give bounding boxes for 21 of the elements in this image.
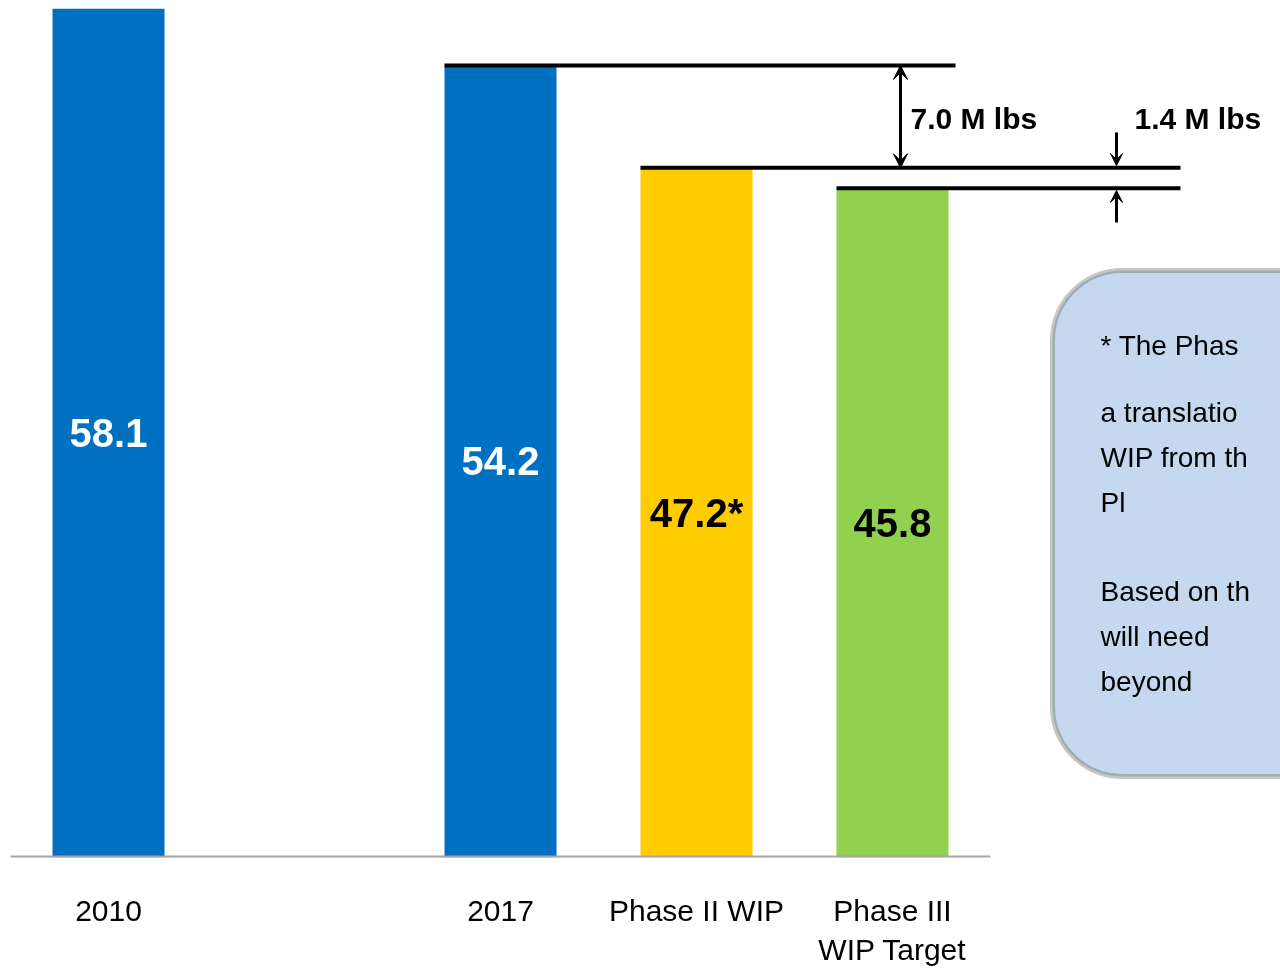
- text: a translatio: [1100, 397, 1238, 428]
- data-label: 47.2*: [649, 490, 744, 535]
- data-label: 45.8: [853, 500, 932, 545]
- bar: [836, 188, 949, 858]
- bar: [52, 8, 165, 858]
- text: WIP from th: [1100, 442, 1248, 473]
- x-tick-label: Phase II WIP: [608, 893, 785, 927]
- annotation: 7.0 M lbs: [910, 102, 1038, 135]
- bar: [444, 65, 557, 858]
- text: Pl: [1100, 487, 1126, 518]
- data-label: 54.2: [461, 439, 540, 484]
- text: beyond: [1100, 666, 1193, 697]
- text: will need: [1099, 621, 1210, 652]
- bar: [640, 167, 753, 858]
- text: 1.4 M lbs: [1134, 102, 1262, 135]
- x-tick-label: 2010: [75, 893, 142, 927]
- text: * The Phas: [1100, 330, 1239, 361]
- x-tick-label: Phase III WIP Target: [818, 893, 967, 967]
- x-tick-label: 2017: [467, 893, 534, 927]
- text: Based on th: [1100, 576, 1250, 607]
- data-label: 58.1: [69, 411, 148, 455]
